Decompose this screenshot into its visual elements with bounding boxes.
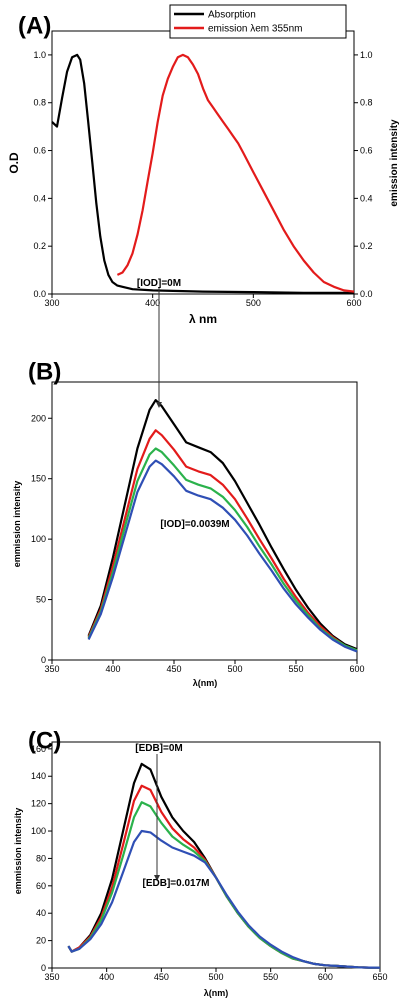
x-tick-label: 650 (372, 972, 387, 982)
series-line-4 (67, 829, 381, 969)
y2-tick-label: 0.8 (360, 98, 373, 108)
y-tick-label: 0.0 (33, 289, 46, 299)
series-line-1 (67, 762, 381, 969)
series-line-2 (116, 53, 355, 293)
x-axis-title: λ(nm) (204, 988, 229, 998)
x-tick-label: 500 (227, 664, 242, 674)
y-axis-title: emmission intensity (13, 808, 23, 895)
y-tick-label: 140 (31, 771, 46, 781)
x-tick-label: 300 (44, 298, 59, 308)
legend-label: emission λem 355nm (208, 24, 302, 35)
x-tick-label: 600 (318, 972, 333, 982)
x-tick-label: 350 (44, 972, 59, 982)
chart-panel-3: (C) 350 400 450 500 550 600 650 0 20 40 60 80 100 120 1… (13, 727, 388, 998)
x-tick-label: 500 (208, 972, 223, 982)
series-line-2 (67, 784, 381, 969)
y2-tick-label: 0.6 (360, 146, 373, 156)
y2-tick-label: 0.4 (360, 193, 373, 203)
x-tick-label: 550 (263, 972, 278, 982)
y-tick-label: 80 (36, 853, 46, 863)
legend: Absorption emission λem 355nm (169, 4, 347, 39)
y-axis-title: emmission intensity (12, 481, 22, 568)
y-axis-title: O.D (7, 152, 21, 174)
quench-arrow-head (156, 402, 162, 408)
x-tick-label: 400 (99, 972, 114, 982)
y-tick-label: 120 (31, 799, 46, 809)
y-tick-label: 50 (36, 595, 46, 605)
y-tick-label: 100 (31, 826, 46, 836)
y-tick-label: 150 (31, 474, 46, 484)
y-tick-label: 0 (41, 963, 46, 973)
y2-tick-label: 1.0 (360, 50, 373, 60)
panel-letter: (B) (28, 358, 61, 385)
concentration-annotation: [EDB]=0M (135, 743, 183, 754)
y2-tick-label: 0.2 (360, 241, 373, 251)
y-tick-label: 0.8 (33, 98, 46, 108)
concentration-annotation: [IOD]=0.0039M (160, 519, 229, 530)
plot-frame (51, 30, 355, 295)
plot-frame (51, 741, 381, 969)
panel-letter: (A) (18, 12, 51, 39)
y-tick-label: 160 (31, 744, 46, 754)
series-line-2 (87, 429, 358, 652)
y-tick-label: 40 (36, 908, 46, 918)
legend-label: Absorption (208, 10, 256, 21)
y-tick-label: 1.0 (33, 50, 46, 60)
panel-letter: (C) (28, 727, 61, 754)
x-axis-title: λ(nm) (193, 678, 218, 688)
y-tick-label: 0 (41, 655, 46, 665)
y-tick-label: 0.4 (33, 193, 46, 203)
x-tick-label: 600 (349, 664, 364, 674)
plot-frame (51, 381, 358, 661)
legend-box (169, 4, 347, 39)
x-tick-label: 400 (105, 664, 120, 674)
x-tick-label: 450 (154, 972, 169, 982)
x-tick-label: 600 (346, 298, 361, 308)
x-tick-label: 500 (246, 298, 261, 308)
x-tick-label: 350 (44, 664, 59, 674)
y-tick-label: 60 (36, 881, 46, 891)
series-line-4 (87, 459, 358, 653)
y-tick-label: 0.2 (33, 241, 46, 251)
x-axis-title: λ nm (189, 312, 217, 326)
series-line-1 (87, 399, 358, 651)
y-tick-label: 200 (31, 413, 46, 423)
y2-axis-title: emission intensity (389, 119, 400, 207)
y-tick-label: 100 (31, 534, 46, 544)
y-tick-label: 0.6 (33, 146, 46, 156)
y2-tick-label: 0.0 (360, 289, 373, 299)
x-tick-label: 450 (166, 664, 181, 674)
concentration-annotation: [EDB]=0.017M (143, 878, 210, 889)
y-tick-label: 20 (36, 936, 46, 946)
concentration-annotation: [IOD]=0M (137, 278, 181, 289)
x-tick-label: 400 (145, 298, 160, 308)
series-line-3 (87, 447, 358, 652)
series-line-1 (51, 53, 354, 294)
x-tick-label: 550 (288, 664, 303, 674)
series-line-3 (67, 801, 381, 969)
quench-arrow-head (154, 875, 160, 881)
chart-panel-2: (B) 350 400 450 500 550 600 0 50 100 150 200 λ(nm) em… (12, 278, 365, 688)
